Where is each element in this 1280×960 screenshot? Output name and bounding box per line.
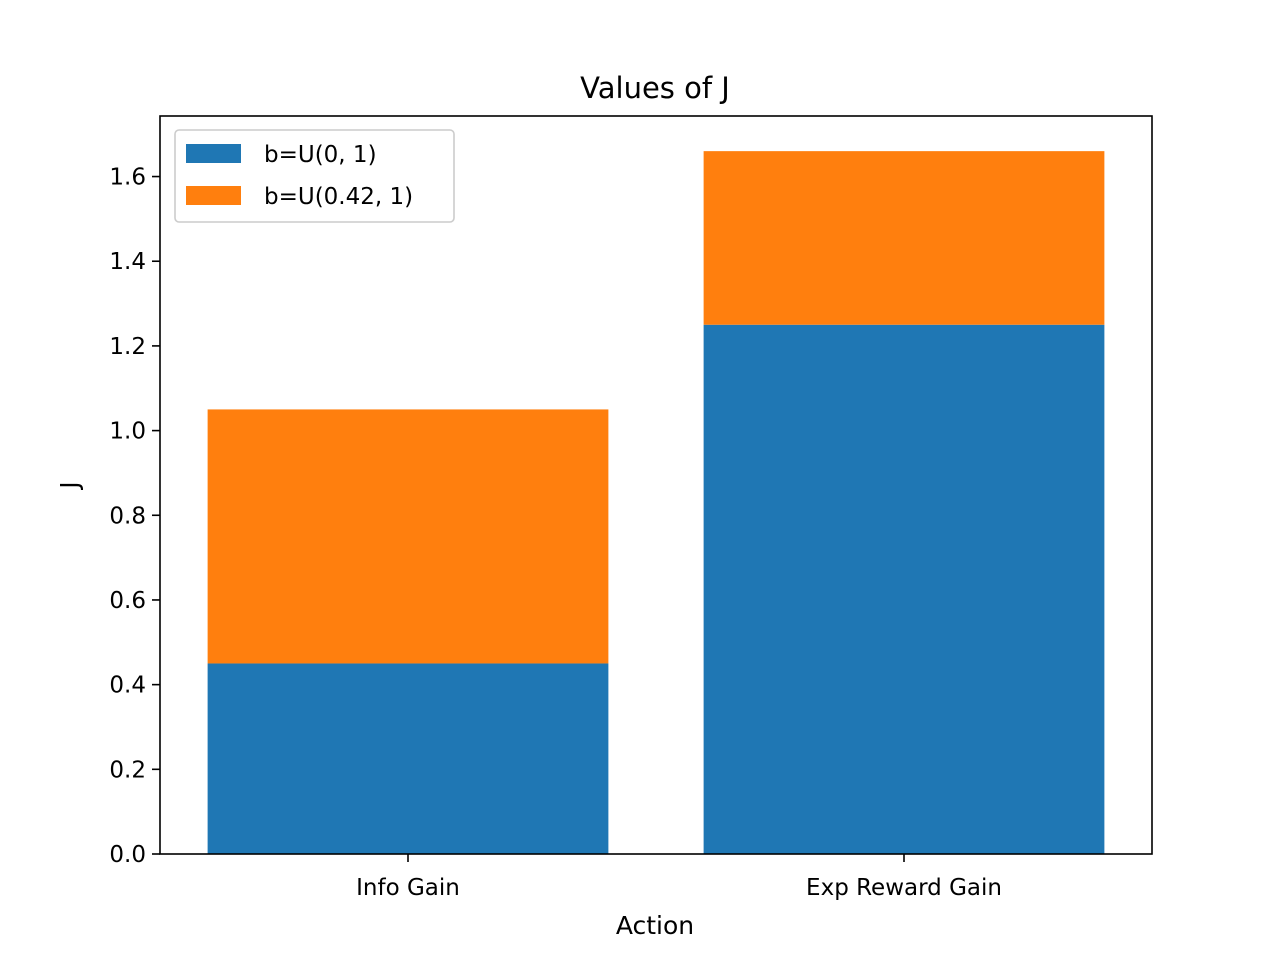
bar-series-2-1 [207, 409, 609, 664]
legend-label: b=U(0.42, 1) [264, 184, 413, 210]
plot-frame [159, 115, 1153, 855]
bar-series-2-2 [703, 151, 1105, 325]
y-tick-label: 0.6 [109, 588, 146, 614]
y-tick-label: 1.2 [109, 334, 146, 360]
y-tick-label: 1.6 [109, 165, 146, 191]
y-tick-label: 0.0 [109, 842, 146, 868]
x-tick-label: Info Gain [356, 875, 460, 901]
bar-series-1-2 [703, 324, 1105, 854]
y-tick-label: 0.8 [109, 503, 146, 529]
legend-swatch [186, 144, 241, 163]
x-axis-label: Action [616, 911, 694, 940]
y-axis-label: J [55, 481, 84, 490]
chart-title: Values of J [580, 71, 730, 105]
y-axis: 0.0 0.2 0.4 0.6 0.8 1.0 1.2 1.4 1.6 [109, 165, 160, 868]
x-tick-label: Exp Reward Gain [806, 875, 1002, 901]
y-tick-label: 0.4 [109, 673, 146, 699]
y-tick-label: 1.0 [109, 419, 146, 445]
bars-layer [207, 151, 1105, 854]
y-tick-label: 0.2 [109, 757, 146, 783]
y-tick-label: 1.4 [109, 249, 146, 275]
legend: b=U(0, 1) b=U(0.42, 1) [174, 129, 455, 223]
x-axis: Info Gain Exp Reward Gain [356, 854, 1002, 901]
bar-series-1-1 [207, 663, 609, 854]
legend-swatch [186, 186, 241, 205]
legend-frame [174, 129, 455, 223]
legend-label: b=U(0, 1) [264, 142, 377, 168]
